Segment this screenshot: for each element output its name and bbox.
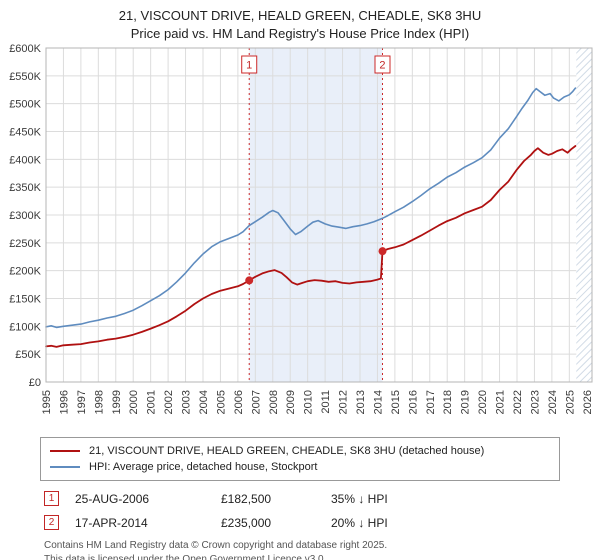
svg-text:£400K: £400K <box>9 154 41 166</box>
svg-text:2022: 2022 <box>512 390 524 414</box>
svg-text:£250K: £250K <box>9 238 41 250</box>
svg-text:2: 2 <box>379 60 385 72</box>
svg-text:2007: 2007 <box>250 390 262 414</box>
footer: Contains HM Land Registry data © Crown c… <box>44 539 600 560</box>
svg-text:2004: 2004 <box>198 390 210 414</box>
svg-text:1996: 1996 <box>58 390 70 414</box>
svg-text:£600K: £600K <box>9 43 41 55</box>
transaction-2-price: £235,000 <box>221 515 272 530</box>
transaction-2-marker: 2 <box>44 515 59 531</box>
chart-header: 21, VISCOUNT DRIVE, HEALD GREEN, CHEADLE… <box>0 0 600 42</box>
svg-text:2017: 2017 <box>425 390 437 414</box>
svg-text:2025: 2025 <box>564 390 576 414</box>
legend-item-property: 21, VISCOUNT DRIVE, HEALD GREEN, CHEADLE… <box>50 443 550 459</box>
transaction-row-2: 2 17-APR-2014 £235,000 20% ↓ HPI <box>44 515 600 531</box>
legend-item-hpi: HPI: Average price, detached house, Stoc… <box>50 459 550 475</box>
svg-text:£300K: £300K <box>9 210 41 222</box>
svg-text:2026: 2026 <box>582 390 594 414</box>
svg-text:£450K: £450K <box>9 127 41 139</box>
svg-text:2010: 2010 <box>303 390 315 414</box>
transaction-1-marker: 1 <box>44 491 59 507</box>
page-subtitle: Price paid vs. HM Land Registry's House … <box>130 25 470 41</box>
price-chart: £0 £50K £100K £150K £200K £250K £300K £350K £400… <box>9 43 594 414</box>
svg-text:1: 1 <box>246 60 252 72</box>
svg-text:£50K: £50K <box>15 349 41 361</box>
hpi-line-swatch <box>50 466 80 469</box>
svg-text:1995: 1995 <box>41 390 53 414</box>
svg-text:2023: 2023 <box>529 390 541 414</box>
svg-text:2003: 2003 <box>181 390 193 414</box>
legend-label-hpi: HPI: Average price, detached house, Stoc… <box>89 461 318 474</box>
legend: 21, VISCOUNT DRIVE, HEALD GREEN, CHEADLE… <box>40 437 560 482</box>
svg-text:2000: 2000 <box>128 390 140 414</box>
svg-text:£200K: £200K <box>9 266 41 278</box>
svg-text:£550K: £550K <box>9 71 41 83</box>
transaction-1-date: 25-AUG-2006 <box>75 491 150 506</box>
svg-text:2020: 2020 <box>477 390 489 414</box>
svg-text:2001: 2001 <box>146 390 158 414</box>
property-line-swatch <box>50 450 80 453</box>
svg-text:2018: 2018 <box>442 390 454 414</box>
legend-label-property: 21, VISCOUNT DRIVE, HEALD GREEN, CHEADLE… <box>89 445 485 458</box>
footer-licence: This data is licensed under the Open Gov… <box>44 553 327 560</box>
svg-text:2014: 2014 <box>372 390 384 414</box>
svg-text:2015: 2015 <box>390 390 402 414</box>
svg-text:2011: 2011 <box>320 390 332 414</box>
svg-text:£350K: £350K <box>9 182 41 194</box>
transaction-row-1: 1 25-AUG-2006 £182,500 35% ↓ HPI <box>44 491 600 507</box>
svg-text:2002: 2002 <box>163 390 175 414</box>
svg-text:2005: 2005 <box>215 390 227 414</box>
svg-text:£150K: £150K <box>9 294 41 306</box>
footer-copyright: Contains HM Land Registry data © Crown c… <box>44 540 388 552</box>
svg-text:1998: 1998 <box>93 390 105 414</box>
transaction-2-hpi-delta: 20% ↓ HPI <box>331 515 388 530</box>
transactions: 1 25-AUG-2006 £182,500 35% ↓ HPI 2 17-AP… <box>44 491 600 531</box>
svg-text:£500K: £500K <box>9 99 41 111</box>
svg-text:2009: 2009 <box>285 390 297 414</box>
svg-text:2016: 2016 <box>407 390 419 414</box>
transaction-1-hpi-delta: 35% ↓ HPI <box>331 491 388 506</box>
transaction-2-date: 17-APR-2014 <box>75 515 148 530</box>
svg-text:1999: 1999 <box>111 390 123 414</box>
svg-text:2021: 2021 <box>495 390 507 414</box>
svg-text:2019: 2019 <box>460 390 472 414</box>
svg-text:£100K: £100K <box>9 321 41 333</box>
svg-text:2008: 2008 <box>268 390 280 414</box>
svg-text:2013: 2013 <box>355 390 367 414</box>
page-title: 21, VISCOUNT DRIVE, HEALD GREEN, CHEADLE… <box>118 8 482 23</box>
transaction-1-price: £182,500 <box>221 491 272 506</box>
svg-text:2012: 2012 <box>338 390 350 414</box>
svg-text:2024: 2024 <box>547 390 559 414</box>
svg-text:£0: £0 <box>29 377 41 389</box>
svg-text:2006: 2006 <box>233 390 245 414</box>
svg-text:1997: 1997 <box>76 390 88 414</box>
